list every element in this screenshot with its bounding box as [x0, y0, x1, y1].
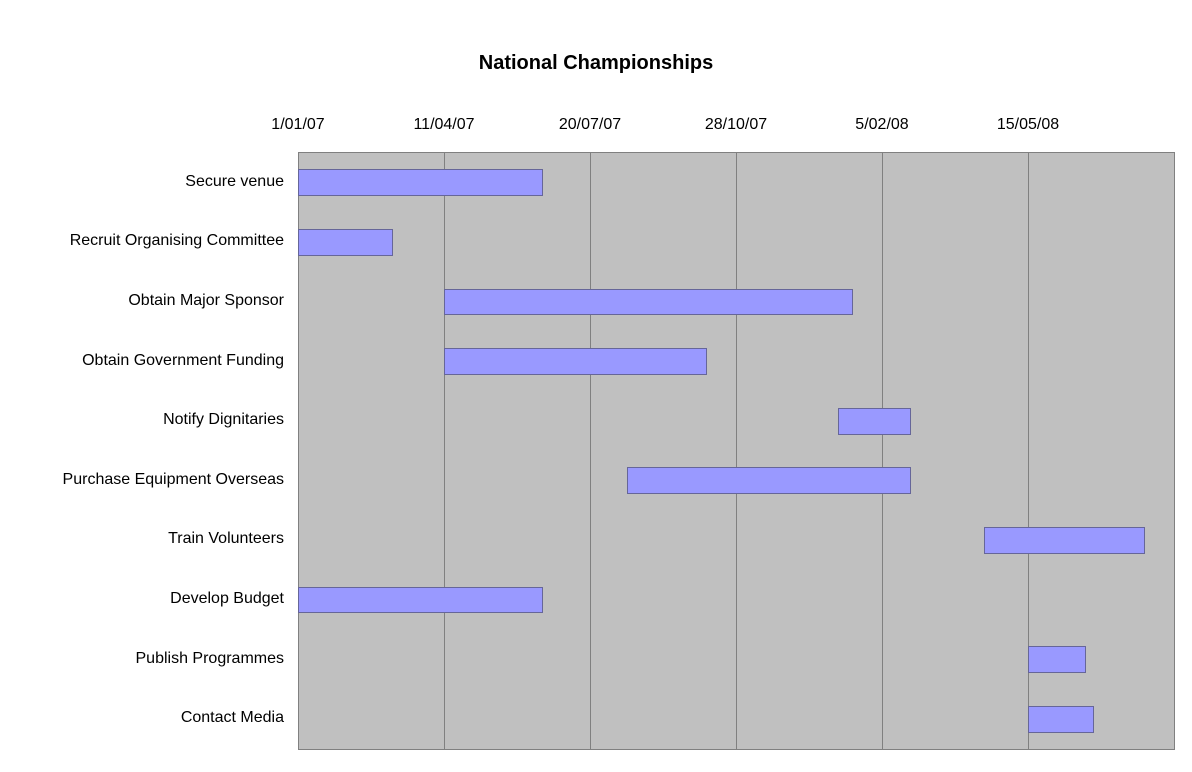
gantt-bar: [838, 408, 911, 435]
gantt-bar: [298, 169, 543, 196]
gantt-bar: [298, 587, 543, 614]
task-label: Develop Budget: [170, 590, 284, 608]
task-label: Contact Media: [181, 709, 284, 727]
x-tick-label: 20/07/07: [559, 116, 621, 134]
task-label: Purchase Equipment Overseas: [63, 471, 284, 489]
task-label: Publish Programmes: [136, 650, 285, 668]
gantt-bar: [1028, 646, 1086, 673]
gridline: [736, 153, 737, 749]
x-tick-label: 1/01/07: [271, 116, 324, 134]
gantt-bar: [444, 289, 853, 316]
chart-title: National Championships: [0, 52, 1192, 75]
gantt-chart: National Championships 1/01/07 11/04/07 20…: [0, 0, 1192, 772]
task-label: Notify Dignitaries: [163, 411, 284, 429]
gantt-bar: [298, 229, 393, 256]
task-label: Obtain Major Sponsor: [128, 292, 284, 310]
gridline: [444, 153, 445, 749]
gridline: [882, 153, 883, 749]
x-tick-label: 15/05/08: [997, 116, 1059, 134]
task-label: Train Volunteers: [168, 530, 284, 548]
x-tick-label: 5/02/08: [855, 116, 908, 134]
task-label: Secure venue: [185, 173, 284, 191]
gantt-bar: [984, 527, 1145, 554]
plot-area: [298, 152, 1175, 750]
gantt-bar: [627, 467, 912, 494]
gantt-bar: [1028, 706, 1094, 733]
task-label: Recruit Organising Committee: [70, 232, 284, 250]
gridline: [590, 153, 591, 749]
x-tick-label: 11/04/07: [413, 116, 474, 134]
x-tick-label: 28/10/07: [705, 116, 767, 134]
task-label: Obtain Government Funding: [82, 352, 284, 370]
gantt-bar: [444, 348, 707, 375]
